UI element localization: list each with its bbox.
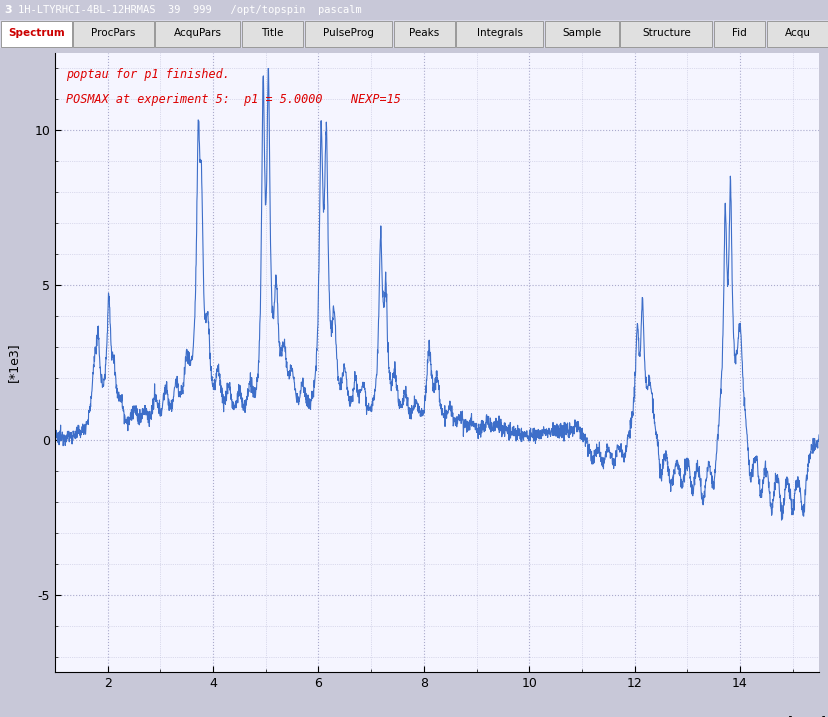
Bar <box>393 22 454 47</box>
Bar <box>455 22 543 47</box>
Text: Acqu: Acqu <box>783 29 810 39</box>
Text: Structure: Structure <box>641 29 690 39</box>
Bar <box>713 22 764 47</box>
Bar <box>73 22 153 47</box>
Text: ProcPars: ProcPars <box>91 29 136 39</box>
Text: Title: Title <box>261 29 283 39</box>
Text: [*1e3]: [*1e3] <box>7 343 19 382</box>
Bar <box>305 22 392 47</box>
Text: Sample: Sample <box>561 29 601 39</box>
Text: Integrals: Integrals <box>476 29 522 39</box>
Bar <box>1 22 71 47</box>
Bar <box>242 22 303 47</box>
Text: poptau for p1 finished.: poptau for p1 finished. <box>66 69 230 82</box>
Text: POSMAX at experiment 5:  p1 = 5.0000    NEXP=15: POSMAX at experiment 5: p1 = 5.0000 NEXP… <box>66 93 401 106</box>
Text: Spectrum: Spectrum <box>7 29 65 39</box>
Text: 3: 3 <box>4 5 12 15</box>
Bar <box>766 22 827 47</box>
Bar <box>155 22 240 47</box>
Text: PulseProg: PulseProg <box>323 29 373 39</box>
Text: Peaks: Peaks <box>408 29 439 39</box>
Text: [usec]: [usec] <box>787 716 826 717</box>
Text: 1H-LTYRHCI-4BL-12HRMAS  39  999   /opt/topspin  pascalm: 1H-LTYRHCI-4BL-12HRMAS 39 999 /opt/topsp… <box>18 5 362 15</box>
Bar <box>619 22 711 47</box>
Text: Fid: Fid <box>731 29 746 39</box>
Text: AcquPars: AcquPars <box>174 29 222 39</box>
Bar <box>545 22 618 47</box>
